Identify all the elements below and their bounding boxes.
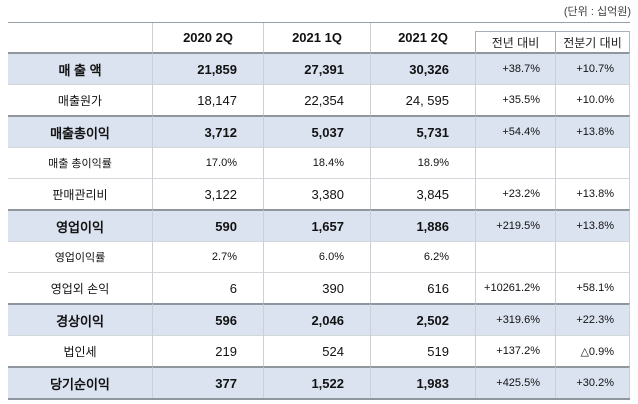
row-label: 경상이익 xyxy=(8,303,152,335)
header-2020-2q: 2020 2Q xyxy=(152,23,263,52)
financial-summary-table: 2020 2Q 2021 1Q 2021 2Q 전년 대비 전분기 대비 매 출… xyxy=(8,22,630,400)
value-2021-2q: 6.2% xyxy=(370,241,475,272)
value-yoy: +425.5% xyxy=(475,366,555,398)
row-label: 영업이익 xyxy=(8,209,152,241)
value-yoy: +54.4% xyxy=(475,115,555,147)
value-2021-1q: 390 xyxy=(263,272,370,303)
value-qoq: +30.2% xyxy=(555,366,630,398)
table-row-non-operating: 영업외 손익 6 390 616 +10261.2% +58.1% xyxy=(8,272,630,303)
table-row-gross-profit: 매출총이익 3,712 5,037 5,731 +54.4% +13.8% xyxy=(8,115,630,147)
header-yoy-label: 전년 대비 xyxy=(475,31,555,52)
header-blank-cell xyxy=(8,23,152,52)
table-row-sga: 판매관리비 3,122 3,380 3,845 +23.2% +13.8% xyxy=(8,178,630,209)
table-row-gross-margin: 매출 총이익률 17.0% 18.4% 18.9% xyxy=(8,147,630,178)
row-label: 당기순이익 xyxy=(8,366,152,398)
table-header: 2020 2Q 2021 1Q 2021 2Q 전년 대비 전분기 대비 xyxy=(8,23,630,52)
table-row-revenue: 매 출 액 21,859 27,391 30,326 +38.7% +10.7% xyxy=(8,52,630,84)
value-2021-1q: 6.0% xyxy=(263,241,370,272)
row-label: 영업이익률 xyxy=(8,241,152,272)
value-2021-1q: 22,354 xyxy=(263,84,370,115)
value-2021-2q: 18.9% xyxy=(370,147,475,178)
value-2021-2q: 3,845 xyxy=(370,178,475,209)
row-label: 매 출 액 xyxy=(8,52,152,84)
value-2021-1q: 3,380 xyxy=(263,178,370,209)
value-yoy: +219.5% xyxy=(475,209,555,241)
value-2020-2q: 3,122 xyxy=(152,178,263,209)
value-2020-2q: 6 xyxy=(152,272,263,303)
value-2020-2q: 590 xyxy=(152,209,263,241)
value-yoy: +319.6% xyxy=(475,303,555,335)
value-2021-1q: 5,037 xyxy=(263,115,370,147)
value-yoy: +35.5% xyxy=(475,84,555,115)
header-2021-2q: 2021 2Q xyxy=(370,23,475,52)
header-yoy: 전년 대비 xyxy=(475,23,555,52)
table-body: 매 출 액 21,859 27,391 30,326 +38.7% +10.7%… xyxy=(8,52,630,398)
value-qoq: +10.7% xyxy=(555,52,630,84)
table-row-ordinary-income: 경상이익 596 2,046 2,502 +319.6% +22.3% xyxy=(8,303,630,335)
value-2021-2q: 30,326 xyxy=(370,52,475,84)
row-label: 영업외 손익 xyxy=(8,272,152,303)
value-2021-2q: 1,886 xyxy=(370,209,475,241)
value-2021-2q: 5,731 xyxy=(370,115,475,147)
value-qoq: +13.8% xyxy=(555,209,630,241)
value-yoy xyxy=(475,147,555,178)
value-2020-2q: 377 xyxy=(152,366,263,398)
table-row-operating-profit: 영업이익 590 1,657 1,886 +219.5% +13.8% xyxy=(8,209,630,241)
value-qoq: +10.0% xyxy=(555,84,630,115)
value-qoq: △0.9% xyxy=(555,335,630,366)
value-2020-2q: 18,147 xyxy=(152,84,263,115)
value-2021-1q: 18.4% xyxy=(263,147,370,178)
value-2020-2q: 17.0% xyxy=(152,147,263,178)
row-label: 매출원가 xyxy=(8,84,152,115)
header-qoq-label: 전분기 대비 xyxy=(555,31,630,52)
value-2021-1q: 1,522 xyxy=(263,366,370,398)
value-yoy: +10261.2% xyxy=(475,272,555,303)
value-2021-1q: 2,046 xyxy=(263,303,370,335)
table-row-operating-margin: 영업이익률 2.7% 6.0% 6.2% xyxy=(8,241,630,272)
value-2020-2q: 219 xyxy=(152,335,263,366)
value-2021-1q: 27,391 xyxy=(263,52,370,84)
value-yoy: +38.7% xyxy=(475,52,555,84)
header-2021-1q: 2021 1Q xyxy=(263,23,370,52)
row-label: 판매관리비 xyxy=(8,178,152,209)
value-yoy: +23.2% xyxy=(475,178,555,209)
value-qoq: +13.8% xyxy=(555,178,630,209)
value-2021-2q: 616 xyxy=(370,272,475,303)
value-qoq xyxy=(555,147,630,178)
value-qoq: +13.8% xyxy=(555,115,630,147)
row-label: 법인세 xyxy=(8,335,152,366)
value-qoq xyxy=(555,241,630,272)
row-label: 매출총이익 xyxy=(8,115,152,147)
value-2020-2q: 2.7% xyxy=(152,241,263,272)
header-qoq: 전분기 대비 xyxy=(555,23,630,52)
header-row: 2020 2Q 2021 1Q 2021 2Q 전년 대비 전분기 대비 xyxy=(8,23,630,52)
value-yoy: +137.2% xyxy=(475,335,555,366)
value-2020-2q: 3,712 xyxy=(152,115,263,147)
value-2020-2q: 21,859 xyxy=(152,52,263,84)
table-row-cogs: 매출원가 18,147 22,354 24, 595 +35.5% +10.0% xyxy=(8,84,630,115)
value-qoq: +58.1% xyxy=(555,272,630,303)
table-row-net-income: 당기순이익 377 1,522 1,983 +425.5% +30.2% xyxy=(8,366,630,398)
value-2021-1q: 524 xyxy=(263,335,370,366)
value-2020-2q: 596 xyxy=(152,303,263,335)
value-2021-2q: 2,502 xyxy=(370,303,475,335)
value-2021-2q: 1,983 xyxy=(370,366,475,398)
table-row-corporate-tax: 법인세 219 524 519 +137.2% △0.9% xyxy=(8,335,630,366)
value-yoy xyxy=(475,241,555,272)
unit-label: (단위 : 십억원) xyxy=(563,6,631,18)
value-qoq: +22.3% xyxy=(555,303,630,335)
value-2021-2q: 519 xyxy=(370,335,475,366)
row-label: 매출 총이익률 xyxy=(8,147,152,178)
value-2021-2q: 24, 595 xyxy=(370,84,475,115)
value-2021-1q: 1,657 xyxy=(263,209,370,241)
